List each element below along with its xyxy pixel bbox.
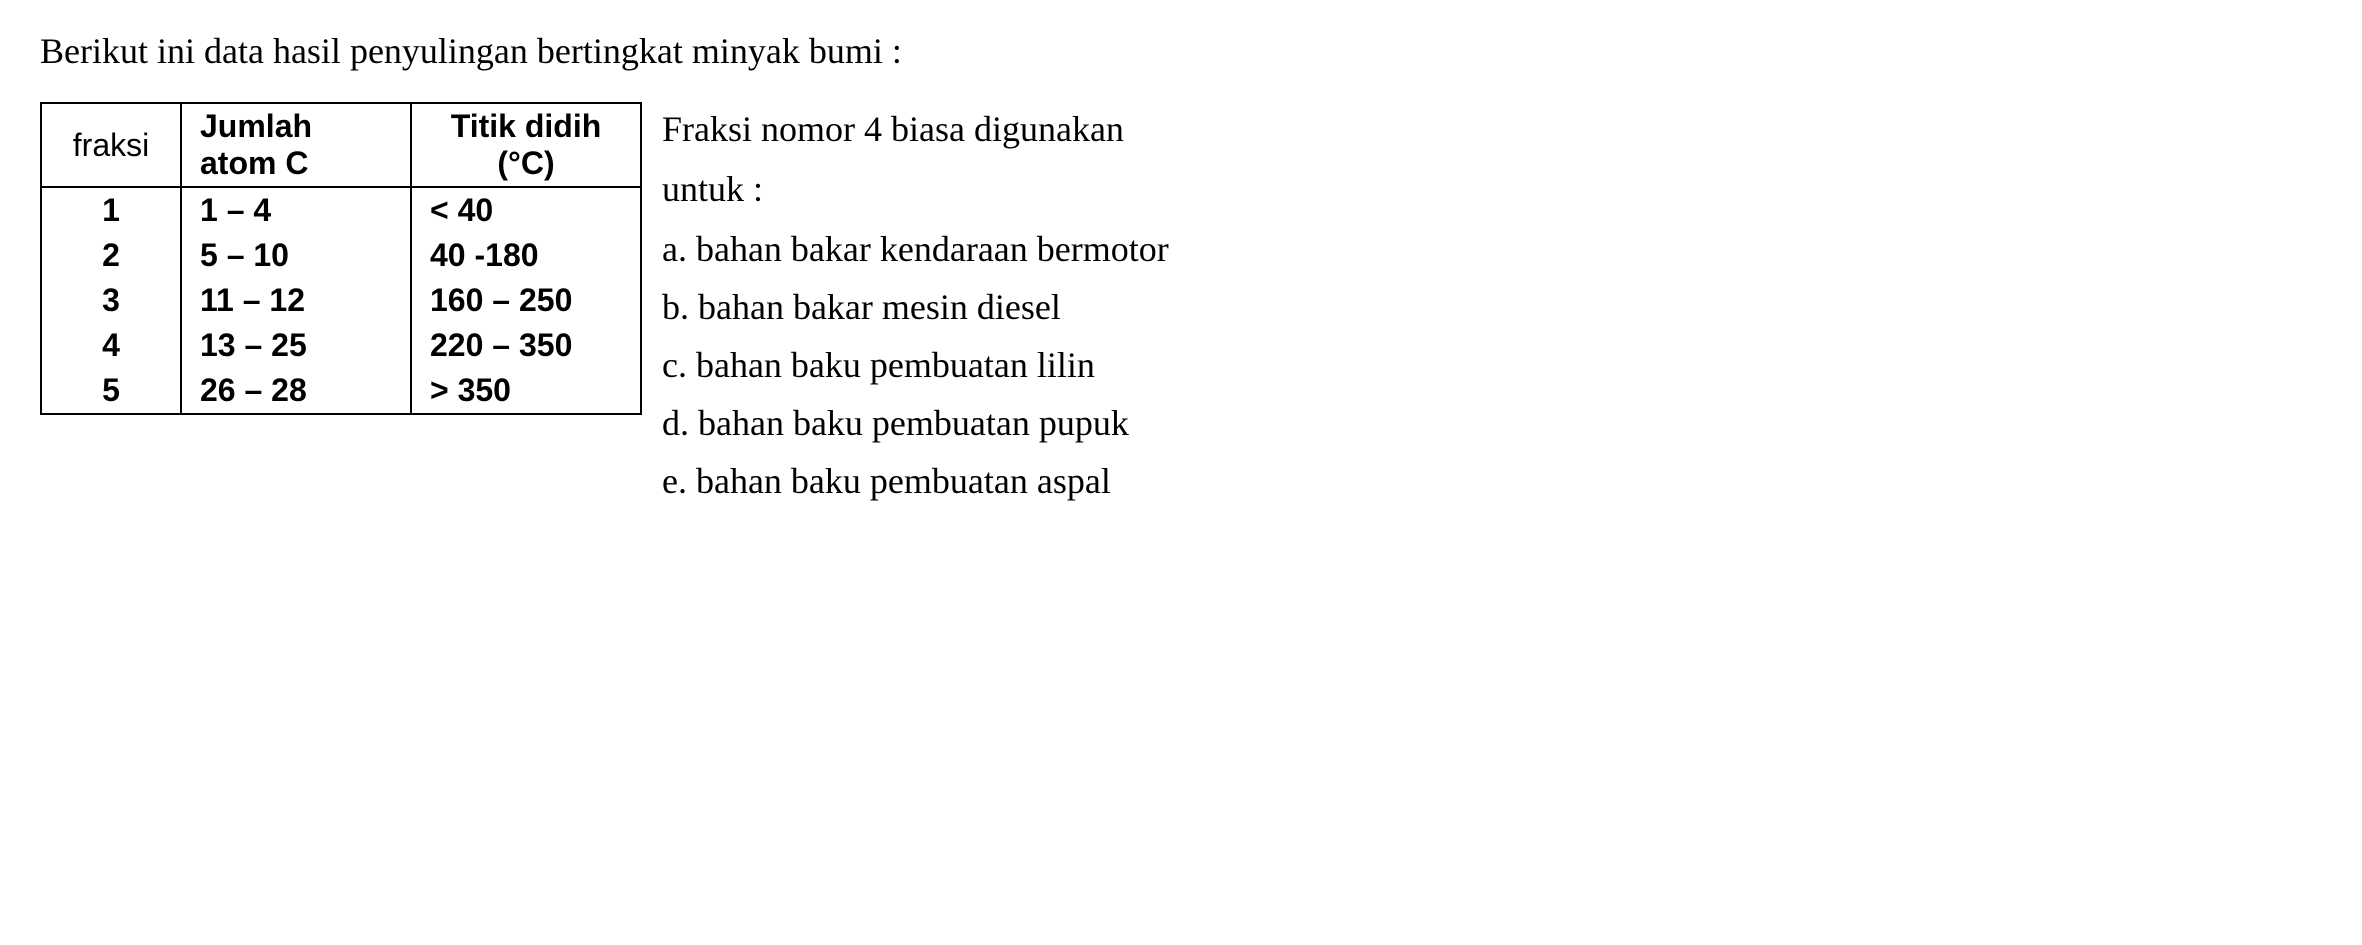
header-titik-line1: Titik didih xyxy=(430,108,622,145)
cell-titik: 40 -180 xyxy=(411,233,641,278)
option-e: e. bahan baku pembuatan aspal xyxy=(662,454,1169,508)
cell-titik: 220 – 350 xyxy=(411,323,641,368)
header-titik-line2: (°C) xyxy=(430,145,622,182)
cell-jumlah: 26 – 28 xyxy=(181,368,411,414)
header-titik: Titik didih (°C) xyxy=(411,103,641,187)
table-row: 4 13 – 25 220 – 350 xyxy=(41,323,641,368)
cell-fraksi: 2 xyxy=(41,233,181,278)
option-d: d. bahan baku pembuatan pupuk xyxy=(662,396,1169,450)
option-c: c. bahan baku pembuatan lilin xyxy=(662,338,1169,392)
table-row: 1 1 – 4 < 40 xyxy=(41,187,641,233)
header-jumlah: Jumlah atom C xyxy=(181,103,411,187)
option-b: b. bahan bakar mesin diesel xyxy=(662,280,1169,334)
table-row: 3 11 – 12 160 – 250 xyxy=(41,278,641,323)
option-a: a. bahan bakar kendaraan bermotor xyxy=(662,222,1169,276)
distillation-table: fraksi Jumlah atom C Titik didih (°C) 1 xyxy=(40,102,642,415)
header-fraksi: fraksi xyxy=(41,103,181,187)
document-container: Berikut ini data hasil penyulingan berti… xyxy=(40,30,2322,512)
cell-jumlah: 11 – 12 xyxy=(181,278,411,323)
table-row: 5 26 – 28 > 350 xyxy=(41,368,641,414)
content-row: fraksi Jumlah atom C Titik didih (°C) 1 xyxy=(40,102,2322,512)
cell-fraksi: 1 xyxy=(41,187,181,233)
question-block: Fraksi nomor 4 biasa digunakan untuk : a… xyxy=(662,102,1169,512)
header-jumlah-line1: Jumlah xyxy=(200,108,392,145)
table-header-row: fraksi Jumlah atom C Titik didih (°C) xyxy=(41,103,641,187)
cell-fraksi: 5 xyxy=(41,368,181,414)
cell-jumlah: 5 – 10 xyxy=(181,233,411,278)
cell-titik: > 350 xyxy=(411,368,641,414)
header-jumlah-line2: atom C xyxy=(200,145,392,182)
cell-fraksi: 4 xyxy=(41,323,181,368)
question-line1: Fraksi nomor 4 biasa digunakan xyxy=(662,102,1169,156)
cell-jumlah: 13 – 25 xyxy=(181,323,411,368)
question-line2: untuk : xyxy=(662,162,1169,216)
intro-text: Berikut ini data hasil penyulingan berti… xyxy=(40,30,2322,72)
cell-titik: 160 – 250 xyxy=(411,278,641,323)
options-list: a. bahan bakar kendaraan bermotor b. bah… xyxy=(662,222,1169,508)
cell-titik: < 40 xyxy=(411,187,641,233)
table-wrapper: fraksi Jumlah atom C Titik didih (°C) 1 xyxy=(40,102,642,415)
cell-fraksi: 3 xyxy=(41,278,181,323)
cell-jumlah: 1 – 4 xyxy=(181,187,411,233)
table-row: 2 5 – 10 40 -180 xyxy=(41,233,641,278)
